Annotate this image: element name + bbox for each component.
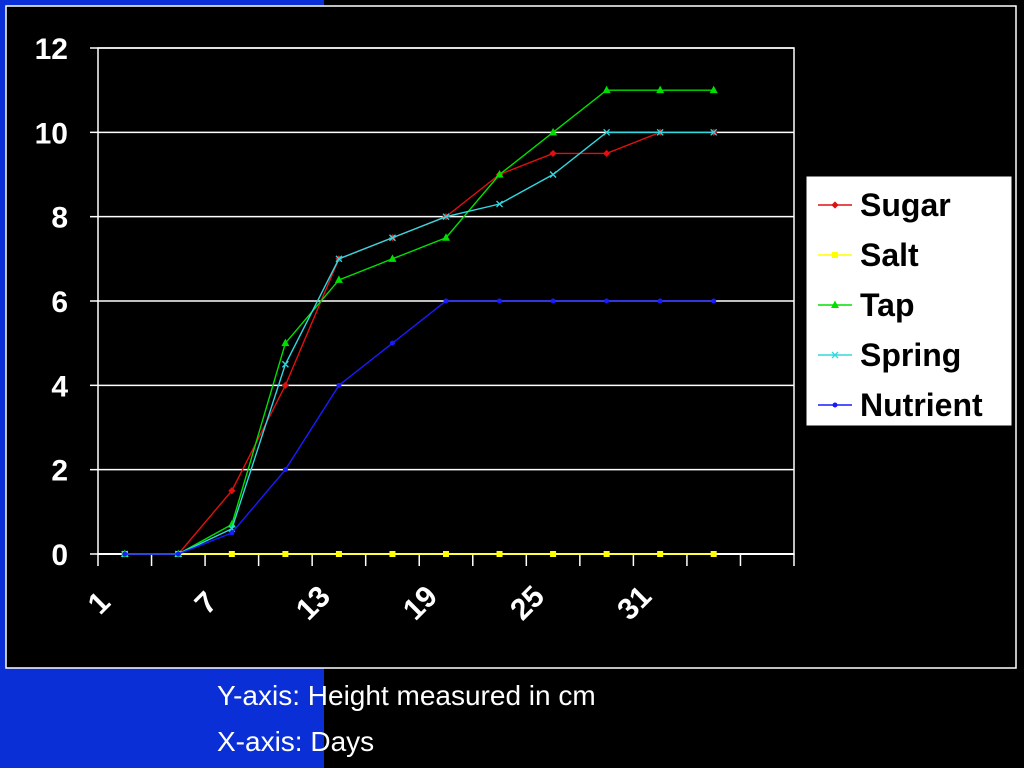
legend-sugar-marker — [831, 201, 839, 209]
series-tap-point — [281, 338, 290, 347]
series-nutrient-point — [550, 298, 556, 304]
series-salt-point — [496, 551, 503, 557]
x-tick-label: 7 — [189, 586, 224, 621]
series-tap-point — [388, 254, 397, 262]
legend-tap-label: Tap — [860, 287, 915, 323]
series-salt-point — [389, 551, 396, 557]
legend-nutrient-marker — [832, 402, 838, 408]
legend-spring-label: Spring — [860, 337, 961, 373]
series-nutrient-point — [711, 298, 717, 304]
series-spring-point — [603, 128, 611, 136]
series-salt-point — [710, 551, 717, 557]
series-nutrient-point — [604, 298, 610, 304]
series-tap-point — [334, 275, 343, 283]
x-tick-label: 19 — [397, 580, 444, 627]
series-spring-point — [442, 213, 450, 221]
x-axis-caption-text: Days — [310, 726, 375, 757]
series-sugar-point — [228, 487, 236, 495]
series-salt — [121, 551, 717, 557]
legend-salt-marker — [832, 252, 838, 258]
chart-frame — [5, 5, 1017, 669]
series-salt-point — [335, 551, 342, 557]
series-salt-point — [603, 551, 610, 557]
legend-nutrient-label: Nutrient — [860, 387, 983, 423]
legend-spring-marker — [831, 351, 839, 359]
series-sugar-point — [281, 381, 289, 389]
x-axis-caption: X-axis: Days — [217, 726, 374, 758]
series-nutrient-point — [282, 467, 288, 473]
series-nutrient-point — [175, 551, 181, 557]
y-tick-label: 8 — [51, 202, 68, 235]
y-axis-caption: Y-axis: Height measured in cm — [217, 680, 596, 712]
series-salt-point — [550, 551, 557, 557]
series-tap-line — [124, 89, 714, 555]
series-spring-point — [281, 360, 289, 368]
x-tick-label: 31 — [611, 580, 658, 627]
legend-tap-marker — [831, 300, 839, 308]
series-spring-line — [124, 131, 714, 555]
series-spring-point — [496, 200, 503, 208]
series-nutrient-line — [124, 300, 714, 555]
series-tap-point — [656, 85, 665, 94]
series-salt-point — [657, 551, 664, 557]
legend-box — [805, 175, 1013, 427]
series-spring-point — [710, 128, 718, 136]
legend-salt-label: Salt — [860, 237, 919, 273]
y-axis-caption-text: Height measured in cm — [307, 680, 596, 711]
series-nutrient-point — [229, 530, 235, 536]
series-nutrient-point — [389, 340, 395, 346]
x-axis-caption-label: X-axis: — [217, 726, 303, 757]
series-nutrient-point — [657, 298, 663, 304]
series-sugar-point — [549, 149, 557, 158]
series-spring-point — [335, 255, 343, 263]
y-tick-label: 12 — [35, 33, 68, 66]
x-tick-label: 25 — [504, 580, 551, 627]
series-tap-point — [602, 85, 611, 94]
y-tick-label: 2 — [51, 455, 68, 488]
series-nutrient-point — [443, 298, 449, 304]
series-salt-point — [443, 551, 449, 557]
series-nutrient-point — [122, 551, 128, 557]
legend-sugar-label: Sugar — [860, 187, 951, 223]
series-tap-point — [549, 127, 558, 136]
series-spring-point — [656, 128, 664, 136]
y-tick-label: 4 — [51, 370, 68, 403]
series-tap-point — [227, 519, 236, 528]
series-spring-point — [389, 234, 396, 242]
series-tap-point — [709, 85, 718, 94]
series-nutrient-point — [497, 298, 503, 304]
series-nutrient — [122, 298, 717, 557]
y-tick-label: 6 — [51, 286, 68, 319]
series-spring-point — [549, 171, 557, 178]
series-nutrient-point — [336, 382, 342, 388]
series-tap-point — [442, 233, 450, 241]
series-salt-point — [228, 551, 235, 557]
series-sugar-point — [603, 149, 611, 158]
series-salt-point — [282, 551, 289, 557]
y-tick-label: 0 — [51, 539, 68, 572]
x-tick-label: 1 — [82, 586, 117, 621]
y-tick-label: 10 — [35, 117, 68, 150]
legend: Sugar Salt Tap Spring Nutrient — [805, 175, 1013, 427]
series-tap-point — [495, 170, 504, 178]
y-axis-caption-label: Y-axis: — [217, 680, 301, 711]
x-tick-label: 13 — [290, 580, 337, 627]
